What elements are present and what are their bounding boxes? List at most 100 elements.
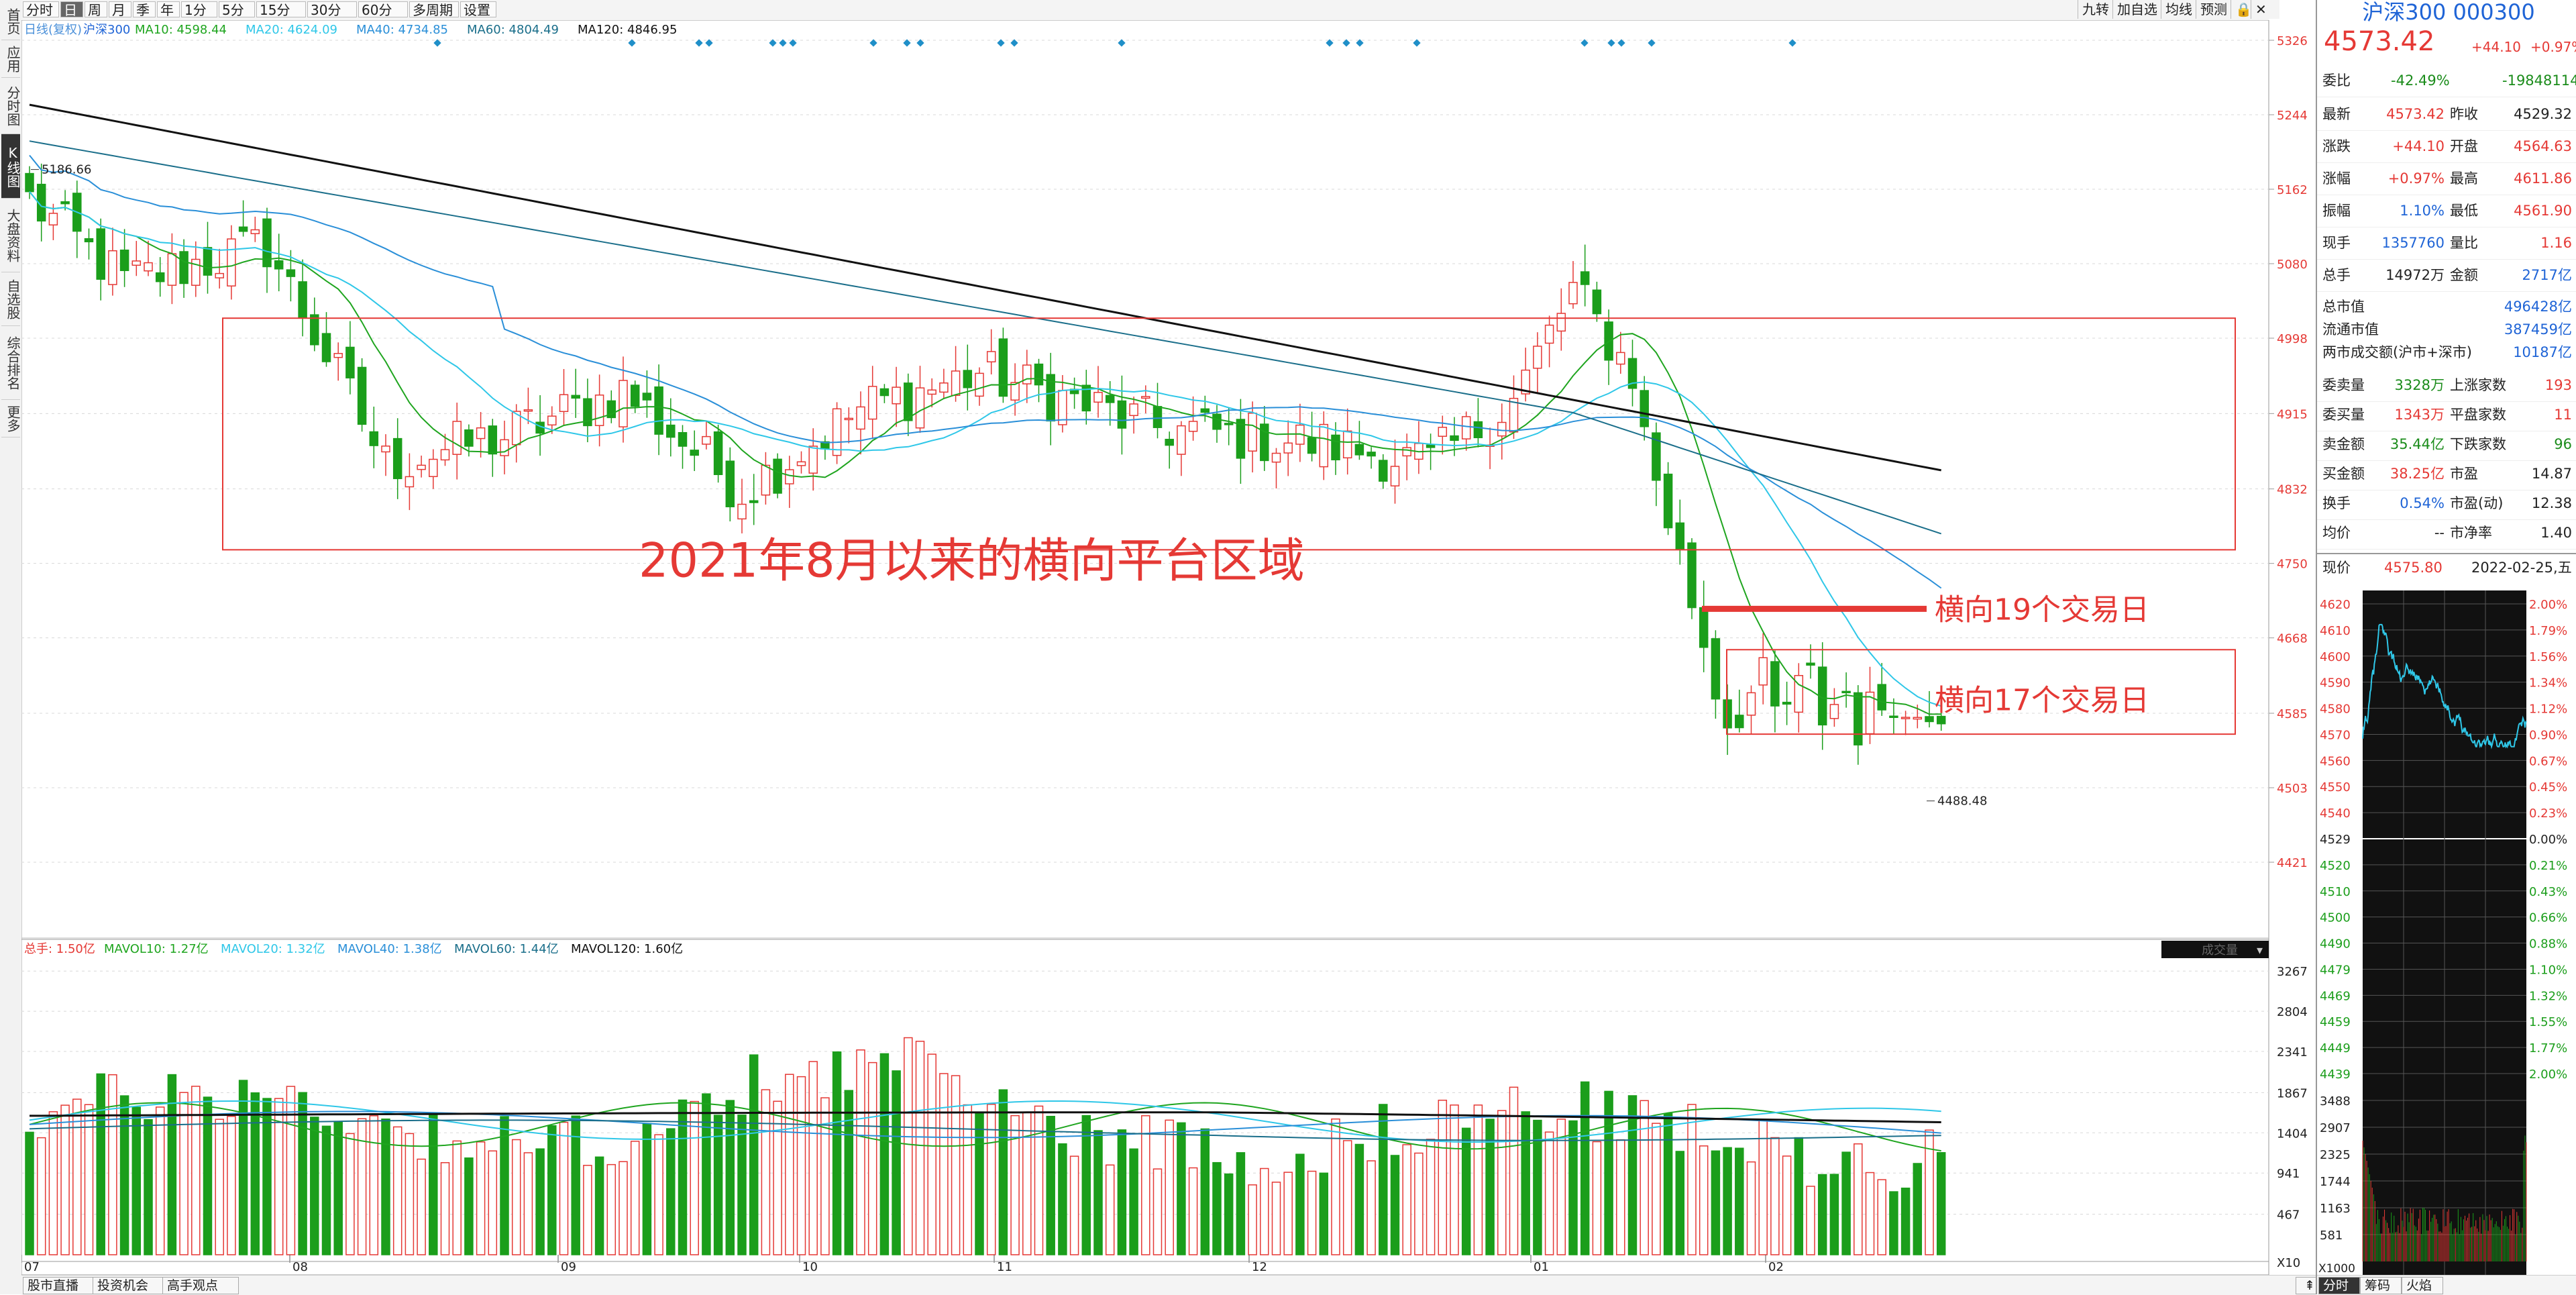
volume-bar xyxy=(357,1118,367,1255)
intraday-price-tick: 4570 xyxy=(2320,728,2351,742)
sidebar-item[interactable]: 自选股 xyxy=(1,272,21,326)
volume-bar xyxy=(262,1098,272,1255)
order-label: 上涨家数 xyxy=(2450,377,2506,393)
order-label: 市净率 xyxy=(2450,525,2492,541)
period-button[interactable]: 15分 xyxy=(256,1,306,18)
volume-bar xyxy=(547,1125,557,1255)
toolbar-right-button[interactable]: 加自选 xyxy=(2112,0,2169,19)
signal-marker xyxy=(789,39,797,47)
sidebar-item[interactable]: 分时图 xyxy=(1,78,21,134)
candle-body xyxy=(1390,466,1400,486)
period-button[interactable]: 多周期 xyxy=(409,1,459,18)
candlestick-chart[interactable]: 5326 5244 5162 5080 4998 4915 4832 4750 4668 4585… xyxy=(21,20,2316,946)
volume-bar xyxy=(1200,1128,1210,1255)
candle-body xyxy=(773,458,782,494)
candle-body xyxy=(1735,715,1744,729)
ma-line-10 xyxy=(29,191,1941,715)
quote-value: 1.16 xyxy=(2540,235,2572,251)
price-change-pct: +0.97% xyxy=(2530,39,2576,55)
volume-bar xyxy=(1687,1104,1697,1255)
intraday-pct-tick: 0.21% xyxy=(2529,859,2567,873)
period-button[interactable]: 30分 xyxy=(307,1,357,18)
volume-bar xyxy=(998,1089,1008,1255)
candle-body xyxy=(286,269,296,277)
volume-y-tick: 2341 xyxy=(2277,1045,2308,1059)
candle-body xyxy=(1544,324,1554,344)
period-button[interactable]: 设置 xyxy=(460,1,496,18)
candle-body xyxy=(155,272,165,282)
ma-legend-item: MA10: 4598.44 xyxy=(135,23,227,37)
volume-bar xyxy=(25,1131,34,1255)
period-button[interactable]: 5分 xyxy=(219,1,255,18)
close-icon[interactable]: ✕ xyxy=(2251,0,2279,19)
candle-body xyxy=(357,366,367,425)
candle-body xyxy=(1307,437,1317,454)
volume-bar xyxy=(310,1117,319,1255)
candle-body xyxy=(1271,452,1281,463)
candle-body xyxy=(1426,444,1436,448)
volume-bar xyxy=(986,1104,996,1255)
candle-body xyxy=(96,228,105,280)
ma-legend-item: MA120: 4846.95 xyxy=(578,23,677,37)
volume-bar xyxy=(1509,1086,1519,1255)
candle-body xyxy=(666,424,676,438)
bottom-tab[interactable]: 股市直播 xyxy=(23,1277,99,1294)
period-button[interactable]: 60分 xyxy=(358,1,408,18)
sidebar-item[interactable]: K线图 xyxy=(1,134,21,199)
volume-bar xyxy=(96,1073,105,1255)
volume-bar xyxy=(1414,1152,1424,1255)
volume-chart[interactable]: 总手: 1.50亿 MAVOL10: 1.27亿 MAVOL20: 1.32亿 MAV… xyxy=(21,939,2316,1275)
volume-bar xyxy=(1117,1129,1127,1255)
period-button[interactable]: 月 xyxy=(109,1,131,18)
sidebar-item[interactable]: 综合排名 xyxy=(1,326,21,400)
candle-body xyxy=(191,258,201,286)
y-tick-label: 4998 xyxy=(2277,332,2308,346)
intraday-tab[interactable]: 火焰 xyxy=(2402,1277,2443,1294)
candle-body xyxy=(1652,432,1661,481)
period-button[interactable]: 1分 xyxy=(181,1,217,18)
volume-bar xyxy=(392,1126,402,1255)
quote-value: 4611.86 xyxy=(2514,170,2572,187)
y-tick-label: 5244 xyxy=(2277,109,2308,123)
volume-bar xyxy=(1711,1150,1721,1255)
volume-bar xyxy=(1319,1172,1329,1255)
intraday-pct-tick: 1.55% xyxy=(2529,1015,2567,1029)
intraday-tab[interactable]: 分时 xyxy=(2318,1277,2360,1294)
intraday-tab[interactable]: 筹码 xyxy=(2360,1277,2402,1294)
intraday-price-tick: 4550 xyxy=(2320,780,2351,794)
candle-body xyxy=(939,382,949,393)
sidebar-item[interactable]: 更多 xyxy=(1,400,21,437)
intraday-price-tick: 4510 xyxy=(2320,885,2351,899)
candle-body xyxy=(250,229,260,234)
volume-bar xyxy=(1141,1115,1150,1255)
volume-bar xyxy=(203,1096,213,1255)
volume-bar xyxy=(1390,1155,1400,1255)
quote-label: 最新 xyxy=(2322,106,2351,122)
volume-bar xyxy=(725,1100,735,1255)
candle-body xyxy=(36,183,46,222)
candle-body xyxy=(879,388,890,397)
intraday-price-tick: 4459 xyxy=(2320,1015,2351,1029)
candle-body xyxy=(1010,382,1020,401)
volume-bar xyxy=(1426,1139,1436,1255)
candle-body xyxy=(1105,395,1115,403)
period-button[interactable]: 日 xyxy=(60,1,83,18)
order-label: 平盘家数 xyxy=(2450,407,2506,423)
candle-body xyxy=(1711,638,1721,700)
sidebar-item[interactable]: 应用 xyxy=(1,40,21,78)
volume-bar xyxy=(1782,1155,1792,1255)
intraday-price-tick: 4540 xyxy=(2320,807,2351,821)
sidebar-item[interactable]: 首页 xyxy=(1,3,21,40)
bottom-tab[interactable]: 高手观点 xyxy=(162,1277,239,1294)
volume-bar xyxy=(1438,1099,1448,1255)
period-button[interactable]: 年 xyxy=(157,1,180,18)
period-button[interactable]: 周 xyxy=(85,1,107,18)
volume-bar xyxy=(1010,1115,1020,1255)
sidebar-item[interactable]: 大盘资料 xyxy=(1,199,21,272)
period-button[interactable]: 季 xyxy=(133,1,156,18)
quote-label: 振幅 xyxy=(2322,203,2351,219)
period-button[interactable]: 分时 xyxy=(23,1,59,18)
intraday-chart[interactable]: 4620 2.00% 4610 1.79% 4600 1.56% 4590 1.34% 4580… xyxy=(2317,590,2576,1275)
bottom-tab[interactable]: 投资机会 xyxy=(93,1277,169,1294)
candle-body xyxy=(630,384,640,407)
